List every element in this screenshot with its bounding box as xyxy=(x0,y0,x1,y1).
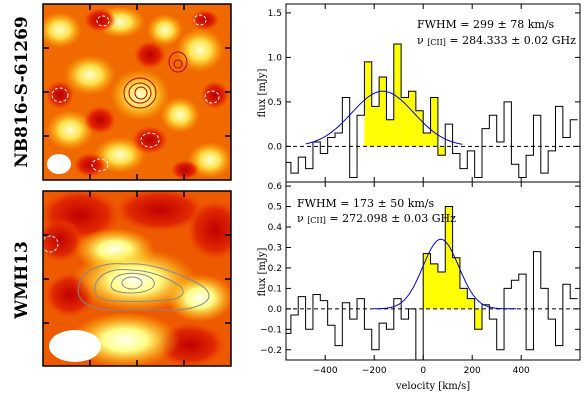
spectrum-bottom-gaussian-fit xyxy=(374,238,517,310)
highlight-bar xyxy=(437,272,446,309)
highlight-bar xyxy=(408,91,416,147)
y-tick-label: −0.1 xyxy=(260,325,282,335)
highlight-bar xyxy=(430,97,438,147)
map-bottom xyxy=(42,190,232,367)
map-top-emission-blobs xyxy=(43,6,231,180)
beam-ellipse-top xyxy=(47,154,71,174)
spectrum-bottom-y-axis: −0.2 −0.1 0.0 0.1 0.2 0.3 0.4 0.5 0.6 xyxy=(260,182,580,356)
y-tick-label: 0.5 xyxy=(268,203,282,213)
highlight-bar xyxy=(401,97,409,147)
y-tick-label: 0.1 xyxy=(268,284,282,294)
highlight-bar xyxy=(423,133,431,147)
y-tick-label: 0.4 xyxy=(268,223,283,233)
x-tick-label: −200 xyxy=(362,366,387,376)
highlight-bar xyxy=(459,288,468,309)
y-tick-label: 0.5 xyxy=(268,98,282,108)
spectrum-bottom-x-axis: −400 −200 0 200 400 xyxy=(313,182,530,376)
spectrum-bottom-bars xyxy=(423,206,482,330)
spectrum-top-freq-annotation: ν [CII] = 284.333 ± 0.02 GHz xyxy=(417,34,576,48)
y-tick-label: −0.2 xyxy=(260,346,282,356)
spectrum-bottom: −0.2 −0.1 0.0 0.1 0.2 0.3 0.4 0.5 0.6 −400 −200 0 2… xyxy=(257,181,581,392)
y-tick-label: 0.3 xyxy=(268,243,282,253)
y-tick-label: 0.6 xyxy=(268,182,283,192)
map-bottom-emission-blobs xyxy=(43,191,231,366)
spectrum-top: 0.0 0.5 1.0 1.5 flux [mJy] FWHM = 299 ± 78 … xyxy=(257,3,581,183)
highlight-bar xyxy=(467,298,475,309)
x-tick-label: 0 xyxy=(420,366,426,376)
highlight-bar xyxy=(415,110,424,147)
x-tick-label: 400 xyxy=(513,366,530,376)
y-tick-label: 0.0 xyxy=(268,142,283,152)
spectrum-bottom-frame xyxy=(285,181,581,361)
x-tick-label: 200 xyxy=(464,366,481,376)
spectrum-top-bars xyxy=(364,44,446,156)
highlight-bar xyxy=(445,206,453,309)
highlight-bar xyxy=(379,76,387,147)
spectrum-top-y-axis: 0.0 0.5 1.0 1.5 xyxy=(268,9,580,152)
y-tick-label: 0.0 xyxy=(268,305,283,315)
spectrum-bottom-fwhm-annotation: FWHM = 173 ± 50 km/s xyxy=(297,197,435,210)
spectrum-top-x-ticks xyxy=(324,4,522,182)
highlight-bar xyxy=(393,44,402,147)
beam-ellipse-bottom xyxy=(49,330,101,362)
highlight-bar xyxy=(430,263,438,309)
highlight-bar xyxy=(371,106,380,147)
spectrum-bottom-step-line xyxy=(286,206,578,360)
map-bottom-contours xyxy=(43,235,210,311)
spectrum-top-ylabel: flux [mJy] xyxy=(257,68,268,117)
highlight-bar xyxy=(386,119,394,147)
map-top-ticks xyxy=(43,4,231,180)
x-tick-label: −400 xyxy=(313,366,338,376)
highlight-bar xyxy=(364,61,372,147)
spectrum-top-gaussian-fit xyxy=(305,90,463,145)
spectrum-top-step-line xyxy=(286,43,578,179)
spectrum-bottom-ylabel: flux [mJy] xyxy=(257,247,268,296)
map-top-contours xyxy=(51,14,220,172)
y-tick-label: 1.5 xyxy=(268,9,282,19)
map-bottom-ticks xyxy=(43,191,231,366)
highlight-bar xyxy=(452,257,460,309)
y-tick-label: 1.0 xyxy=(268,53,283,63)
map-top xyxy=(42,3,232,181)
source-label-top: NB816-S-61269 xyxy=(12,16,32,168)
spectrum-bottom-xlabel: velocity [km/s] xyxy=(395,381,470,392)
y-tick-label: 0.2 xyxy=(268,264,282,274)
spectrum-bottom-freq-annotation: ν [CII] = 272.098 ± 0.03 GHz xyxy=(297,212,456,226)
highlight-bar xyxy=(474,308,482,330)
highlight-bar xyxy=(437,146,446,156)
source-label-bottom: WMH13 xyxy=(12,241,32,320)
highlight-bar xyxy=(423,253,431,309)
spectrum-top-fwhm-annotation: FWHM = 299 ± 78 km/s xyxy=(417,18,555,31)
